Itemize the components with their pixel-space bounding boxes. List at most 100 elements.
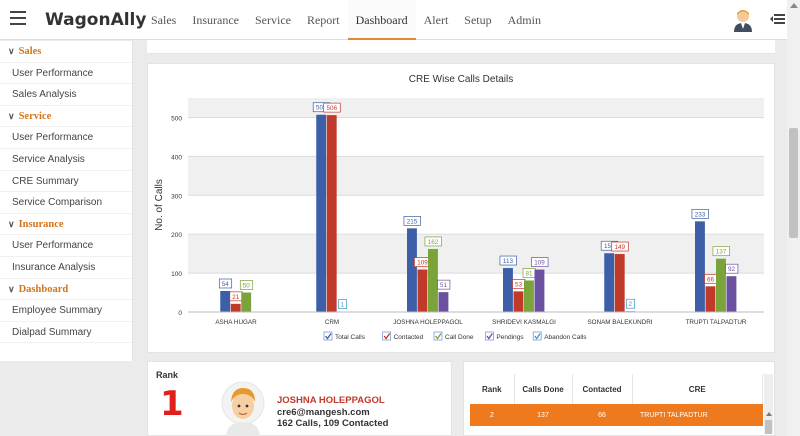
legend-checkbox[interactable]	[484, 331, 494, 341]
bar-total-calls[interactable]	[316, 114, 327, 312]
sidebar-item-service-analysis[interactable]: Service Analysis	[0, 149, 132, 171]
bar-pendings[interactable]	[726, 276, 737, 312]
scroll-up-icon[interactable]	[790, 3, 798, 8]
legend-label[interactable]: Total Calls	[335, 334, 366, 341]
nav-item-dashboard[interactable]: Dashboard	[347, 0, 416, 40]
legend-label[interactable]: Call Done	[445, 334, 474, 341]
profile-avatar-icon	[221, 381, 265, 436]
data-label-box	[338, 299, 347, 309]
data-label-box	[323, 102, 341, 113]
legend-label[interactable]: Pendings	[496, 334, 524, 341]
header-contacted[interactable]: Contacted	[572, 374, 633, 404]
legend-checkbox[interactable]	[433, 331, 443, 341]
data-label-box	[218, 278, 233, 289]
rank-cre-name: JOSHNA HOLEPPAGOL	[277, 395, 385, 406]
cell-cre: TRUPTI TALPADTUR	[632, 404, 763, 426]
sidebar-item-cre-summary[interactable]: CRE Summary	[0, 171, 132, 193]
nav-item-admin[interactable]: Admin	[507, 13, 541, 27]
bar-contacted[interactable]	[326, 115, 337, 312]
bar-pendings[interactable]	[534, 269, 545, 312]
top-navbar: WagonAlly Sales Insurance Service Report Das…	[0, 0, 800, 40]
page-scrollbar[interactable]	[787, 0, 800, 436]
sidebar-section-service[interactable]: ∨ Service	[0, 106, 132, 128]
brand-logo[interactable]: WagonAlly	[45, 10, 147, 30]
data-label: 113	[503, 258, 514, 265]
sidebar-item-user-performance[interactable]: User Performance	[0, 63, 132, 85]
bar-contacted[interactable]	[230, 303, 241, 312]
bar-total-calls[interactable]	[503, 268, 513, 312]
checkmark-icon	[434, 333, 442, 340]
nav-item-insurance[interactable]: Insurance	[192, 13, 239, 27]
checkmark-icon	[534, 333, 541, 340]
sidebar-section-dashboard[interactable]: ∨ Dashboard	[0, 279, 132, 301]
rank-number: 1	[160, 384, 184, 424]
table-row[interactable]: 2 137 66 TRUPTI TALPADTUR	[470, 404, 763, 426]
legend-label[interactable]: Contacted	[394, 334, 424, 341]
y-tick-label: 300	[171, 193, 182, 200]
data-label: 92	[728, 266, 736, 273]
grid-band	[188, 98, 764, 118]
data-label-box	[712, 246, 730, 257]
bar-call-done[interactable]	[241, 292, 252, 312]
data-label: 50	[243, 283, 251, 290]
header-rank[interactable]: Rank	[470, 374, 515, 404]
table-scrollbar-thumb[interactable]	[765, 420, 772, 434]
x-tick-label: SHRIDEVI KASMALGI	[492, 319, 556, 326]
ranking-table: Rank Calls Done Contacted CRE 2 137 66 T…	[470, 374, 763, 426]
x-tick-label: ASHA HUGAR	[215, 319, 257, 326]
hamburger-menu-icon[interactable]	[10, 11, 26, 25]
rank-label: Rank	[156, 370, 179, 380]
checkmark-icon	[486, 333, 493, 340]
sidebar-item-employee-summary[interactable]: Employee Summary	[0, 300, 132, 322]
data-label-box	[424, 236, 442, 247]
bar-call-done[interactable]	[716, 258, 726, 312]
bar-contacted[interactable]	[614, 254, 625, 312]
sidebar-item-user-performance[interactable]: User Performance	[0, 127, 132, 149]
nav-item-alert[interactable]: Alert	[423, 13, 449, 27]
header-cre[interactable]: CRE	[632, 374, 763, 404]
sidebar-item-dialpad-summary[interactable]: Dialpad Summary	[0, 322, 132, 344]
data-label-box	[403, 215, 421, 226]
bar-contacted[interactable]	[705, 286, 716, 312]
sidebar-item-insurance-analysis[interactable]: Insurance Analysis	[0, 257, 132, 279]
nav-item-service[interactable]: Service	[254, 13, 291, 27]
data-label: 81	[525, 270, 533, 277]
table-scrollbar[interactable]	[764, 374, 773, 434]
y-tick-label: 0	[178, 310, 182, 317]
y-axis-label: No. of Calls	[154, 179, 165, 231]
data-label-box	[239, 280, 254, 290]
bar-contacted[interactable]	[417, 269, 428, 312]
sidebar-item-service-comparison[interactable]: Service Comparison	[0, 192, 132, 214]
data-label: 54	[222, 281, 230, 288]
sidebar-item-sales-analysis[interactable]: Sales Analysis	[0, 84, 132, 106]
sidebar-section-insurance[interactable]: ∨ Insurance	[0, 214, 132, 236]
x-tick-label: JOSHNA HOLEPPAGOL	[393, 319, 463, 326]
bar-total-calls[interactable]	[695, 221, 705, 312]
bar-total-calls[interactable]	[220, 290, 231, 312]
legend-checkbox[interactable]	[532, 331, 542, 341]
table-scroll-up-icon[interactable]	[766, 412, 772, 416]
sidebar-section-label: Insurance	[18, 218, 64, 230]
sidebar-item-user-performance[interactable]: User Performance	[0, 235, 132, 257]
nav-item-report[interactable]: Report	[306, 13, 340, 27]
bar-total-calls[interactable]	[604, 253, 615, 312]
grid-band	[188, 156, 764, 196]
nav-item-setup[interactable]: Setup	[464, 13, 492, 27]
sidebar-section-label: Sales	[18, 46, 42, 57]
collapse-menu-icon[interactable]	[770, 11, 786, 27]
scrollbar-thumb[interactable]	[789, 128, 798, 238]
data-label: 53	[515, 281, 523, 288]
bar-call-done[interactable]	[524, 280, 534, 312]
header-calls-done[interactable]: Calls Done	[514, 374, 573, 404]
nav-item-sales[interactable]: Sales	[151, 13, 177, 27]
bar-call-done[interactable]	[428, 248, 438, 312]
sidebar-section-sales[interactable]: ∨ Sales	[0, 41, 132, 63]
user-avatar-icon[interactable]	[732, 8, 754, 32]
bar-total-calls[interactable]	[407, 228, 417, 312]
legend-label[interactable]: Abandon Calls	[544, 334, 587, 341]
bar-pendings[interactable]	[438, 292, 449, 312]
legend-checkbox[interactable]	[323, 331, 333, 341]
legend-checkbox[interactable]	[382, 331, 392, 341]
cell-calls-done: 137	[514, 404, 572, 426]
bar-contacted[interactable]	[513, 291, 524, 312]
